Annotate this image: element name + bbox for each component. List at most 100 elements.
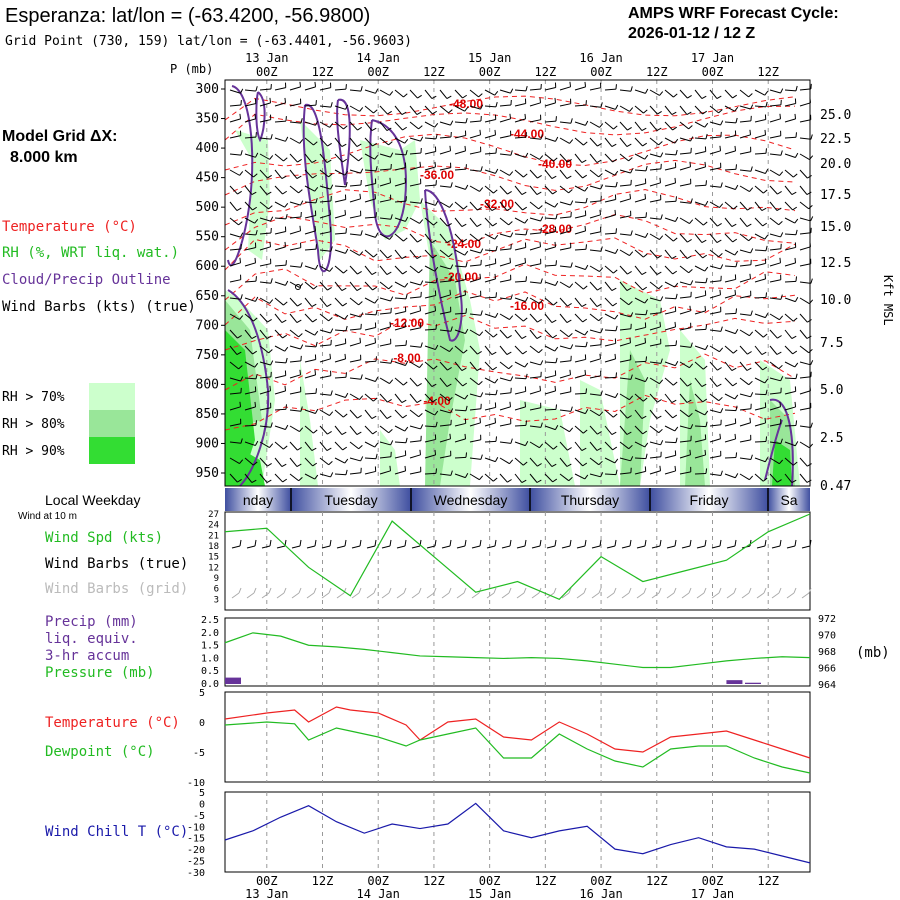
wind-barb-flag <box>600 328 604 334</box>
wind-barb-flag <box>315 341 318 347</box>
wind-barb-flag <box>525 85 528 92</box>
wind-barb-flag <box>239 113 242 119</box>
wind-barb-true-flag <box>704 539 707 547</box>
wind-barb-true <box>516 545 526 549</box>
wind-barb <box>754 169 766 174</box>
wind-barb <box>664 89 674 98</box>
wind-barb <box>304 374 316 379</box>
wind-barb <box>634 198 646 203</box>
wind-barb-flag <box>373 253 378 258</box>
wind-barb-flag <box>432 254 438 259</box>
wind-barb-flag <box>312 318 318 323</box>
grid-point-subtitle: Grid Point (730, 159) lat/lon = (-63.440… <box>5 34 412 49</box>
wind-barb <box>679 152 691 155</box>
wind-barb-flag <box>540 278 543 284</box>
wind-barb <box>724 185 736 190</box>
wind-barb-flag <box>746 223 752 227</box>
wind-barb-flag <box>506 207 512 211</box>
wind-barb-true-flag <box>254 539 257 547</box>
wind-barb-flag <box>583 285 588 290</box>
wind-barb <box>799 217 811 222</box>
wind-barb-flag <box>660 152 664 158</box>
wind-barb-flag <box>417 94 422 99</box>
wind-barb-flag <box>405 216 409 222</box>
wind-barb-flag <box>448 109 453 114</box>
wind-barb <box>409 249 418 259</box>
wind-barb <box>409 471 421 475</box>
wind-barb-flag <box>402 126 407 131</box>
wind-barb-flag <box>629 107 634 112</box>
wind-barb <box>304 201 317 204</box>
temperature-contour <box>224 159 796 196</box>
wind-barb <box>514 233 527 236</box>
wind-barb-grid <box>666 592 675 599</box>
wind-barb-flag <box>776 207 782 211</box>
wind-barb <box>259 457 268 467</box>
wind-barb-flag <box>387 254 392 259</box>
wind-barb <box>484 278 496 283</box>
wind-barb <box>694 328 707 331</box>
wind-barb <box>259 263 271 267</box>
wind-barb-grid-flag <box>688 587 692 594</box>
wind-barb <box>724 201 734 210</box>
wind-barb <box>694 361 704 370</box>
wind-barb-flag <box>552 478 558 483</box>
wind-barb <box>754 262 766 267</box>
wind-barb <box>559 457 568 467</box>
temperature-contour-label: -36.00 <box>420 168 454 182</box>
wind-barb-grid-flag <box>463 587 467 594</box>
wind-barb-flag <box>704 200 709 206</box>
wind-barb <box>319 297 328 307</box>
wind-barb <box>244 345 253 355</box>
wind-barb <box>484 263 496 267</box>
wind-barb-true-flag <box>794 539 797 547</box>
wind-barb-true-flag <box>389 539 392 547</box>
wind-barb <box>334 425 343 435</box>
cloud-outline <box>255 91 266 143</box>
wind-barb-flag <box>674 177 677 183</box>
wind-barb <box>454 438 466 443</box>
wind-barb-flag <box>686 111 692 115</box>
wind-barb-flag <box>479 331 484 336</box>
wind-barb-flag <box>329 123 334 128</box>
wind-barb <box>349 457 361 462</box>
wind-barb-flag <box>539 299 544 304</box>
wind-barb-flag <box>701 95 707 100</box>
wind-barb-flag <box>750 248 754 254</box>
legend-wind-barbs-grid: Wind Barbs (grid) <box>45 581 188 597</box>
wind-barb-flag <box>704 410 709 416</box>
wind-barb <box>574 425 584 434</box>
wind-barb <box>409 361 420 368</box>
wind-barb-flag <box>465 184 469 190</box>
wind-barb <box>334 297 343 307</box>
wind-barb <box>634 297 646 304</box>
wind-barb <box>274 217 287 220</box>
wind-barb <box>544 374 556 379</box>
wind-barb <box>649 361 661 364</box>
wind-barb <box>319 105 331 108</box>
wind-barb-flag <box>611 287 617 292</box>
wind-barb-flag <box>373 109 378 114</box>
wind-barb-flag <box>581 159 587 164</box>
wind-barb-flag <box>360 312 364 318</box>
wind-barb-flag <box>674 465 677 471</box>
rh-swatch <box>89 383 135 410</box>
wind-barb-flag <box>643 397 648 402</box>
wind-barb <box>484 185 494 194</box>
wind-barb <box>424 201 436 206</box>
wind-barb-flag <box>390 440 394 446</box>
wind-barb-flag <box>404 360 409 366</box>
wind-barb-flag <box>314 186 319 192</box>
wind-barb-flag <box>778 221 783 226</box>
wind-barb <box>694 184 707 187</box>
wind-barb-true-flag <box>329 539 332 547</box>
wind-barb-flag <box>644 298 649 304</box>
wind-barb <box>784 217 796 224</box>
wind-barb-flag <box>283 301 288 306</box>
wind-barb-grid-flag <box>268 587 272 594</box>
wind-barb <box>754 457 766 463</box>
wind-barb-flag <box>479 273 482 279</box>
wind-barb-flag <box>270 278 273 284</box>
wind-barb-flag <box>492 366 498 371</box>
weekday-segment <box>530 488 650 511</box>
